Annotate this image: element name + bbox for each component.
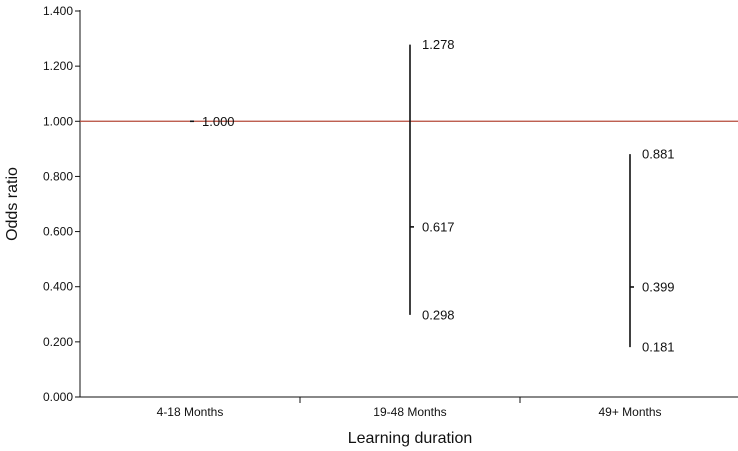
interval-group: 1.000	[190, 114, 235, 129]
y-tick-label: 0.800	[43, 169, 73, 183]
y-tick-label: 0.400	[43, 280, 73, 294]
upper-bound-label: 0.881	[642, 147, 675, 162]
estimate-label: 0.617	[422, 219, 455, 234]
interval-series: 1.000 1.278 0.617 0.298 0.881 0.399 0.181	[190, 37, 675, 355]
x-tick-label: 19-48 Months	[373, 405, 446, 419]
upper-bound-label: 1.278	[422, 37, 455, 52]
y-tick-label: 0.200	[43, 335, 73, 349]
y-tick-label: 0.600	[43, 225, 73, 239]
x-tick-label: 4-18 Months	[157, 405, 224, 419]
y-axis: 0.000 0.200 0.400 0.600 0.800 1.000 1.200 1.400	[43, 4, 81, 404]
y-tick-label: 1.000	[43, 114, 73, 128]
lower-bound-label: 0.181	[642, 340, 675, 355]
x-axis: 4-18 Months 19-48 Months 49+ Months	[80, 396, 738, 419]
estimate-label: 0.399	[642, 279, 675, 294]
x-axis-title: Learning duration	[348, 430, 473, 447]
y-axis-title: Odds ratio	[4, 167, 21, 241]
x-tick-label: 49+ Months	[598, 405, 661, 419]
y-tick-label: 1.200	[43, 59, 73, 73]
y-tick-label: 1.400	[43, 4, 73, 18]
lower-bound-label: 0.298	[422, 307, 455, 322]
y-tick-label: 0.000	[43, 390, 73, 404]
interval-group: 0.881 0.399 0.181	[629, 147, 675, 355]
estimate-label: 1.000	[202, 114, 235, 129]
interval-group: 1.278 0.617 0.298	[409, 37, 455, 322]
